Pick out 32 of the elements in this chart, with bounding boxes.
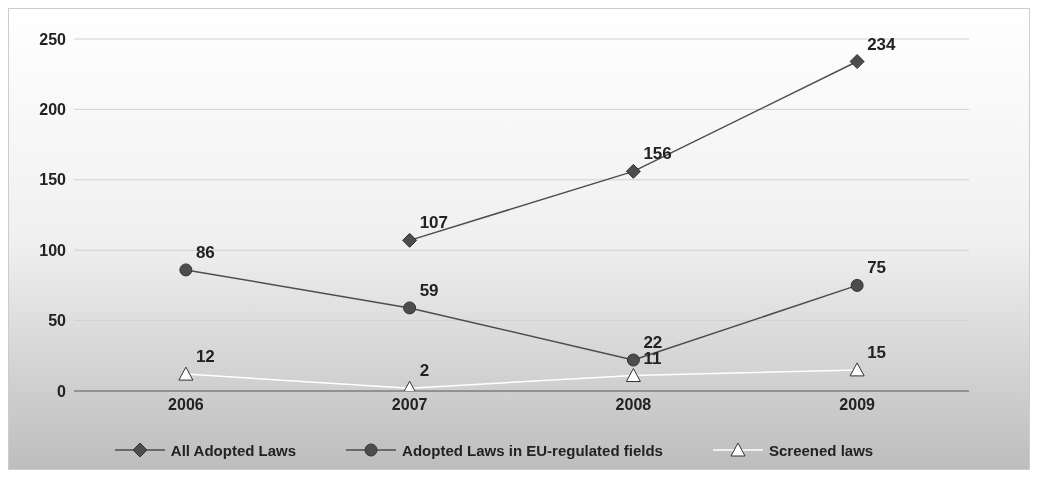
legend-label: All Adopted Laws — [170, 441, 297, 459]
data-label: 15 — [867, 342, 887, 362]
x-tick-label: 2006 — [168, 396, 204, 414]
point — [402, 232, 418, 248]
y-tick-label: 150 — [39, 171, 67, 189]
y-tick-label: 100 — [39, 241, 67, 259]
data-label: 2 — [419, 361, 430, 381]
data-label: 86 — [195, 242, 215, 262]
point — [178, 366, 194, 381]
y-tick-label: 250 — [39, 30, 67, 48]
point — [850, 278, 864, 292]
legend-label: Adopted Laws in EU-regulated fields — [402, 441, 663, 459]
data-label: 156 — [643, 144, 672, 164]
point — [849, 362, 865, 377]
point — [625, 163, 641, 179]
point — [403, 301, 417, 315]
point — [625, 368, 641, 383]
x-tick-label: 2009 — [839, 396, 876, 414]
y-tick-label: 50 — [48, 312, 67, 330]
y-tick-label: 0 — [57, 382, 67, 400]
data-label: 75 — [867, 258, 887, 278]
data-label: 12 — [195, 347, 215, 367]
x-tick-label: 2008 — [615, 396, 652, 414]
legend-label: Screened laws — [768, 441, 874, 459]
data-label: 234 — [867, 34, 897, 54]
data-label: 107 — [419, 213, 448, 233]
data-label: 59 — [419, 280, 439, 300]
x-tick-label: 2007 — [391, 396, 428, 414]
point — [849, 54, 865, 70]
point — [179, 263, 193, 277]
y-tick-label: 200 — [39, 101, 67, 119]
point — [626, 353, 640, 367]
